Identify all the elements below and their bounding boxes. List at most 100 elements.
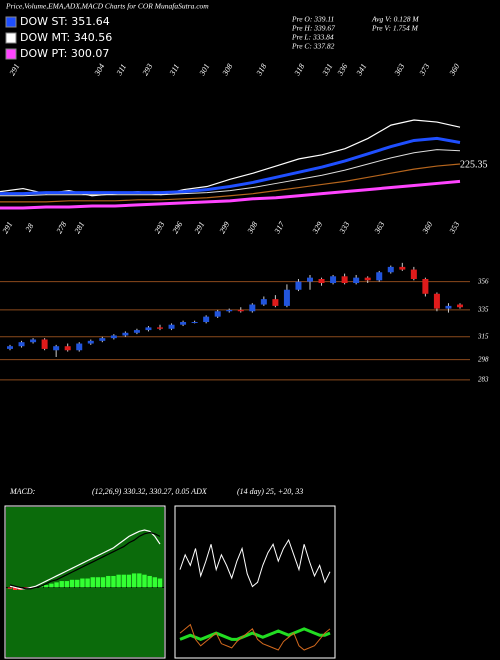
candle-body xyxy=(99,338,106,341)
ema-line xyxy=(0,136,461,196)
candle-body xyxy=(157,327,163,329)
macd-subtitle: (12,26,9) 330.32, 330.27, 0.05 ADX xyxy=(92,487,208,496)
histogram-bar xyxy=(126,574,132,588)
info-text: Pre C: 337.82 xyxy=(291,42,335,51)
adx-line xyxy=(179,538,331,588)
candle-body xyxy=(364,277,371,281)
histogram-bar xyxy=(152,577,158,588)
histogram-bar xyxy=(100,577,106,588)
candle-body xyxy=(168,324,175,329)
candle-body xyxy=(272,299,279,306)
candle-body xyxy=(330,276,337,284)
adx-title: (14 day) 25, +20, 33 xyxy=(237,487,303,496)
macd-frame xyxy=(4,505,166,659)
histogram-bar xyxy=(49,583,54,588)
y-tick-label: 283 xyxy=(478,375,489,383)
histogram-bar xyxy=(7,587,13,589)
ema-line xyxy=(0,149,461,197)
histogram-bar xyxy=(23,587,28,589)
candle-body xyxy=(191,322,198,324)
macd-title: MACD: xyxy=(9,487,36,496)
y-tick-label: 315 xyxy=(477,332,489,340)
page-title: Price,Volume,EMA,ADX,MACD Charts for COR… xyxy=(5,2,209,11)
histogram-bar xyxy=(131,573,137,588)
candle-body xyxy=(283,289,290,306)
candle-body xyxy=(410,269,417,279)
candle-body xyxy=(341,276,348,284)
legend-swatch xyxy=(5,16,17,28)
candle-body xyxy=(422,278,429,294)
histogram-bar xyxy=(38,586,44,588)
candle-body xyxy=(180,322,187,325)
info-text: Avg V: 0.128 M xyxy=(371,15,419,24)
ema-line xyxy=(0,179,461,210)
legend-swatch xyxy=(5,48,17,60)
candle-body xyxy=(30,339,37,343)
low-label: 28 xyxy=(24,222,36,233)
histogram-bar xyxy=(75,579,80,588)
candle-body xyxy=(145,327,152,331)
histogram-bar xyxy=(95,577,101,588)
legend-label: DOW PT: 300.07 xyxy=(20,47,109,60)
histogram-bar xyxy=(80,578,85,588)
candle-body xyxy=(445,305,452,309)
candle-body xyxy=(133,330,140,333)
candle-body xyxy=(7,346,13,349)
histogram-bar xyxy=(147,575,152,588)
candle-body xyxy=(433,293,440,309)
candle-body xyxy=(307,277,313,282)
info-text: Pre V: 1.754 M xyxy=(371,24,419,33)
legend-label: DOW MT: 340.56 xyxy=(20,31,112,44)
info-text: Pre L: 333.84 xyxy=(291,33,334,42)
candle-body xyxy=(353,277,360,284)
adx-line xyxy=(179,623,331,651)
candle-body xyxy=(64,346,71,351)
macd-line xyxy=(9,531,161,590)
candle-body xyxy=(457,304,463,308)
candle-body xyxy=(203,316,210,323)
legend-swatch xyxy=(5,32,17,44)
info-text: Pre H: 339.67 xyxy=(291,24,335,33)
histogram-bar xyxy=(106,575,111,588)
histogram-bar xyxy=(116,574,121,588)
histogram-bar xyxy=(157,578,163,588)
candle-body xyxy=(295,281,302,290)
candle-body xyxy=(260,299,267,305)
candle-body xyxy=(387,266,394,273)
annotation: 225.35 xyxy=(460,159,488,170)
y-tick-label: 298 xyxy=(478,355,489,363)
histogram-bar xyxy=(90,577,95,588)
candle-body xyxy=(249,304,256,312)
histogram-bar xyxy=(59,581,64,588)
histogram-bar xyxy=(12,587,18,590)
histogram-bar xyxy=(54,582,59,588)
candle-body xyxy=(237,309,244,312)
candle-body xyxy=(76,343,83,351)
macd-line xyxy=(9,529,161,590)
candle-body xyxy=(110,335,117,339)
legend-label: DOW ST: 351.64 xyxy=(20,15,110,28)
candle-body xyxy=(41,339,48,349)
candle-body xyxy=(376,272,383,281)
y-tick-label: 335 xyxy=(477,306,489,314)
histogram-bar xyxy=(121,574,126,588)
histogram-bar xyxy=(142,574,147,588)
candle-body xyxy=(53,346,60,351)
candle-body xyxy=(122,332,129,336)
histogram-bar xyxy=(111,575,116,588)
histogram-bar xyxy=(44,584,49,588)
candle-body xyxy=(87,340,94,344)
candle-body xyxy=(399,266,406,270)
histogram-bar xyxy=(85,578,90,588)
histogram-bar xyxy=(69,579,75,588)
histogram-bar xyxy=(137,573,142,588)
ema-line xyxy=(0,163,461,203)
y-tick-label: 356 xyxy=(477,277,489,285)
info-text: Pre O: 339.11 xyxy=(291,15,334,24)
candle-body xyxy=(226,309,233,312)
candle-body xyxy=(18,342,25,347)
candle-body xyxy=(214,311,221,317)
histogram-bar xyxy=(64,581,70,588)
